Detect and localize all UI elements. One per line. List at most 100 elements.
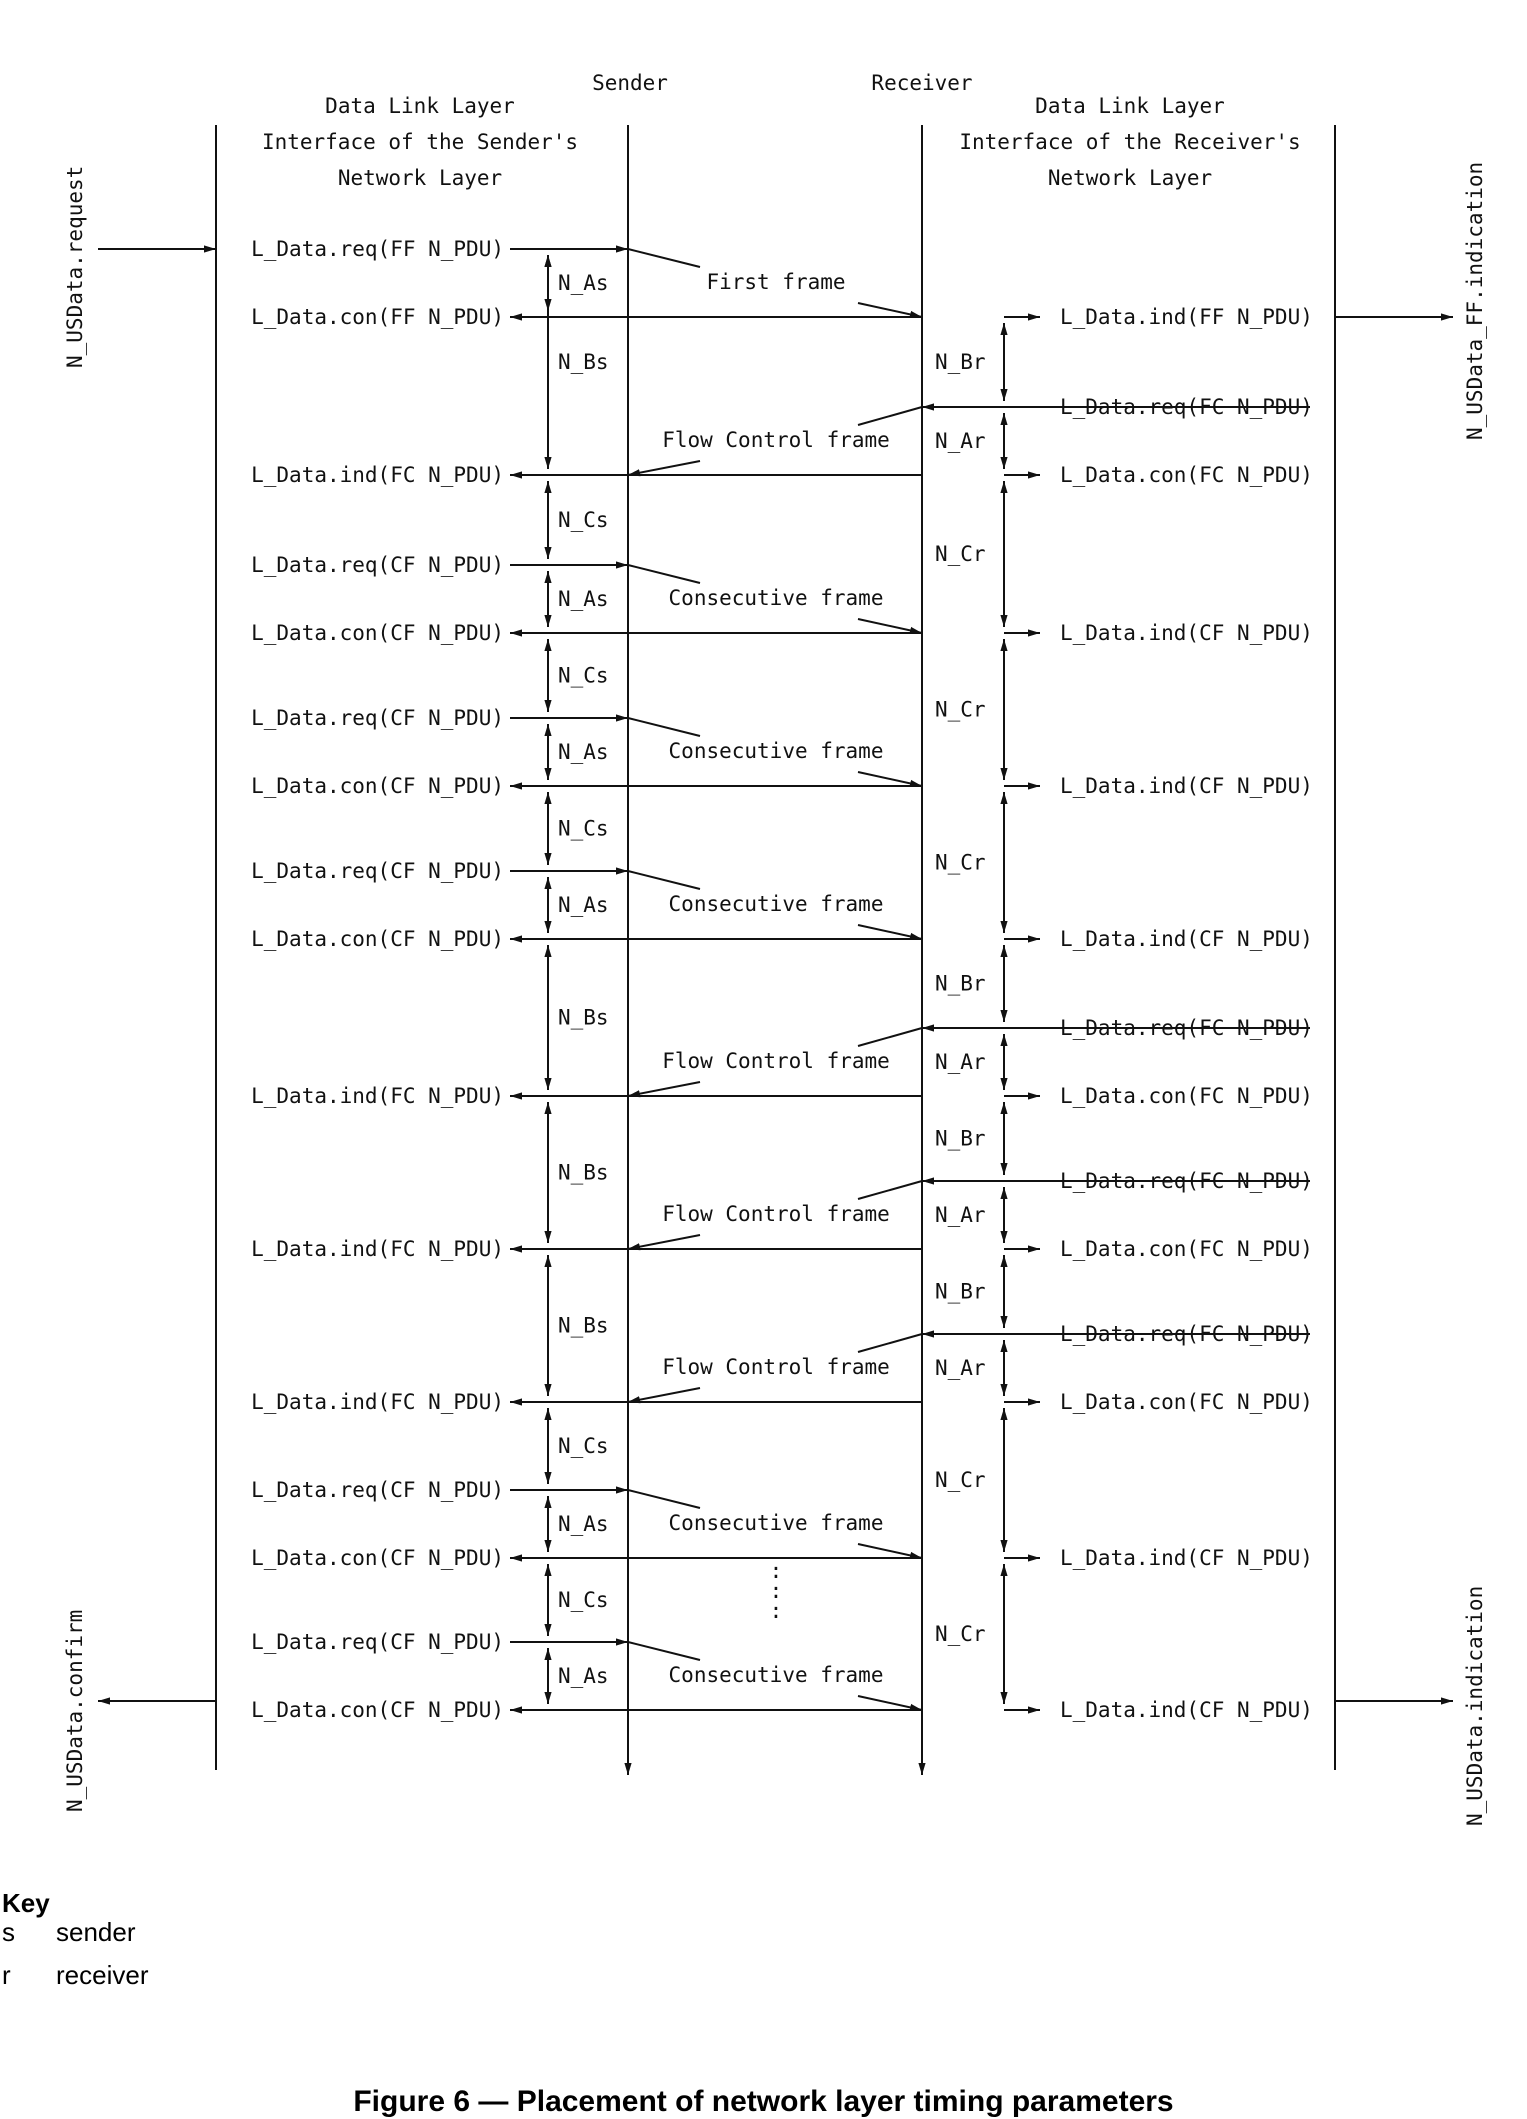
frame-label: First frame — [706, 270, 845, 294]
n-cr-label: N_Cr — [935, 542, 986, 566]
fc-pointer — [627, 1081, 701, 1098]
frame-label: Consecutive frame — [669, 1511, 884, 1535]
sender-ind-label: L_Data.ind(FC N_PDU) — [251, 1390, 504, 1414]
figure-caption: Figure 6 — Placement of network layer ti… — [353, 2085, 1174, 2118]
frame-label: Consecutive frame — [669, 739, 884, 763]
frame-label: Flow Control frame — [662, 1355, 890, 1379]
receiver-ind-label: L_Data.ind(FF N_PDU) — [1060, 305, 1313, 329]
n-as-label: N_As — [558, 1664, 609, 1688]
sender-req-label: L_Data.req(CF N_PDU) — [251, 859, 504, 883]
receiver-con-label: L_Data.con(FC N_PDU) — [1060, 1390, 1313, 1414]
n-cs-label: N_Cs — [558, 508, 609, 532]
receiver-req-label: L_Data.req(FC N_PDU) — [1060, 1169, 1313, 1193]
frame-label: Consecutive frame — [669, 586, 884, 610]
n-br-label: N_Br — [935, 972, 986, 996]
frame-slant — [627, 248, 701, 268]
sender-req-label: L_Data.req(CF N_PDU) — [251, 1478, 504, 1502]
n-ar-label: N_Ar — [935, 1203, 986, 1227]
receiver-iface-line1: Data Link Layer — [1035, 94, 1225, 118]
sender-con-label: L_Data.con(CF N_PDU) — [251, 1698, 504, 1722]
fc-pointer — [627, 1234, 701, 1251]
n-br-label: N_Br — [935, 1280, 986, 1304]
receiver-ind-label: L_Data.ind(CF N_PDU) — [1060, 927, 1313, 951]
frame-label: Flow Control frame — [662, 428, 890, 452]
frame-pointer — [857, 771, 923, 787]
frame-label: Flow Control frame — [662, 1049, 890, 1073]
frame-pointer — [857, 1695, 923, 1711]
sender-ind-label: L_Data.ind(FC N_PDU) — [251, 463, 504, 487]
receiver-ind-label: L_Data.ind(CF N_PDU) — [1060, 1546, 1313, 1570]
receiver-con-label: L_Data.con(FC N_PDU) — [1060, 1084, 1313, 1108]
receiver-con-label: L_Data.con(FC N_PDU) — [1060, 463, 1313, 487]
n-cr-label: N_Cr — [935, 1468, 986, 1492]
sender-req-label: L_Data.req(FF N_PDU) — [251, 237, 504, 261]
sender-iface-line2: Interface of the Sender's — [262, 130, 578, 154]
receiver-con-label: L_Data.con(FC N_PDU) — [1060, 1237, 1313, 1261]
n-cs-label: N_Cs — [558, 1434, 609, 1458]
ellipsis-dot: : — [770, 1599, 783, 1623]
sender-con-label: L_Data.con(CF N_PDU) — [251, 927, 504, 951]
n-cr-label: N_Cr — [935, 1622, 986, 1646]
key-symbol: s — [2, 1917, 15, 1947]
sender-req-label: L_Data.req(CF N_PDU) — [251, 553, 504, 577]
sender-con-label: L_Data.con(CF N_PDU) — [251, 1546, 504, 1570]
n-cr-label: N_Cr — [935, 698, 986, 722]
n-bs-label: N_Bs — [558, 1161, 609, 1185]
receiver-req-label: L_Data.req(FC N_PDU) — [1060, 1016, 1313, 1040]
diagram-lines — [98, 125, 1453, 1775]
key-item-sender: s sender — [2, 1917, 136, 1948]
receiver-ind-label: L_Data.ind(CF N_PDU) — [1060, 1698, 1313, 1722]
frame-slant — [627, 564, 701, 584]
key-description: sender — [56, 1917, 136, 1947]
n-as-label: N_As — [558, 587, 609, 611]
sender-req-label: L_Data.req(CF N_PDU) — [251, 1630, 504, 1654]
n-bs-label: N_Bs — [558, 1314, 609, 1338]
sender-con-label: L_Data.con(CF N_PDU) — [251, 774, 504, 798]
n-ar-label: N_Ar — [935, 1356, 986, 1380]
key-item-receiver: r receiver — [2, 1960, 148, 1991]
n-ar-label: N_Ar — [935, 1050, 986, 1074]
receiver-iface-line3: Network Layer — [1048, 166, 1212, 190]
fc-pointer — [627, 1387, 701, 1404]
indication-label: N_USData.indication — [1463, 1586, 1487, 1826]
key-symbol: r — [2, 1960, 11, 1990]
frame-pointer — [857, 924, 923, 940]
fc-slant — [857, 1333, 923, 1353]
n-as-label: N_As — [558, 271, 609, 295]
key-description: receiver — [56, 1960, 149, 1990]
receiver-ind-label: L_Data.ind(CF N_PDU) — [1060, 621, 1313, 645]
n-bs-label: N_Bs — [558, 350, 609, 374]
receiver-column-label: Receiver — [871, 71, 972, 95]
n-as-label: N_As — [558, 893, 609, 917]
request-label: N_USData.request — [63, 166, 87, 368]
n-cs-label: N_Cs — [558, 1588, 609, 1612]
n-as-label: N_As — [558, 1512, 609, 1536]
frame-slant — [627, 1641, 701, 1661]
receiver-iface-line2: Interface of the Receiver's — [959, 130, 1300, 154]
n-ar-label: N_Ar — [935, 429, 986, 453]
frame-pointer — [857, 302, 923, 318]
ellipsis-dot: : — [770, 1559, 783, 1583]
receiver-ind-label: L_Data.ind(CF N_PDU) — [1060, 774, 1313, 798]
n-cs-label: N_Cs — [558, 817, 609, 841]
receiver-req-label: L_Data.req(FC N_PDU) — [1060, 1322, 1313, 1346]
fc-slant — [857, 1027, 923, 1047]
frame-slant — [627, 870, 701, 890]
sender-con-label: L_Data.con(CF N_PDU) — [251, 621, 504, 645]
ellipsis-dot: : — [770, 1579, 783, 1603]
receiver-req-label: L_Data.req(FC N_PDU) — [1060, 395, 1313, 419]
diagram-texts: L_Data.req(FF N_PDU) First frame L_Data.co… — [251, 237, 1313, 1722]
confirm-label: N_USData.confirm — [63, 1610, 87, 1812]
n-as-label: N_As — [558, 740, 609, 764]
sender-ind-label: L_Data.ind(FC N_PDU) — [251, 1084, 504, 1108]
n-cr-label: N_Cr — [935, 851, 986, 875]
sender-iface-line3: Network Layer — [338, 166, 502, 190]
sender-column-label: Sender — [592, 71, 668, 95]
sender-req-label: L_Data.req(CF N_PDU) — [251, 706, 504, 730]
frame-pointer — [857, 1543, 923, 1559]
sender-ind-label: L_Data.ind(FC N_PDU) — [251, 1237, 504, 1261]
ff-indication-label: N_USData_FF.indication — [1463, 162, 1487, 440]
fc-slant — [857, 406, 923, 426]
fc-slant — [857, 1180, 923, 1200]
frame-pointer — [857, 618, 923, 634]
